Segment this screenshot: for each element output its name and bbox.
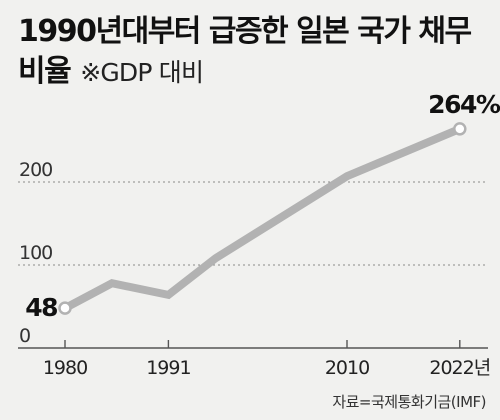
x-tick-label-2010: 2010	[325, 357, 369, 379]
x-tick-label-2022: 2022년	[429, 357, 490, 379]
y-tick-label-100: 100	[19, 242, 52, 264]
y-tick-label-0: 0	[19, 325, 30, 347]
data-label-2022: 264%	[428, 90, 500, 119]
source-note: 자료=국제통화기금(IMF)	[332, 393, 486, 411]
y-tick-label-200: 200	[19, 159, 52, 181]
x-tick-label-1980: 1980	[43, 357, 87, 379]
chart-title-line2: 비율	[18, 54, 72, 89]
chart-subtitle-note: ※GDP 대비	[80, 58, 204, 87]
axis-layer	[18, 340, 488, 349]
chart-title-line1: 1990년대부터 급증한 일본 국가 채무	[18, 14, 472, 49]
data-point-1980	[58, 301, 72, 315]
data-point-2022	[453, 122, 467, 136]
chart-title-block: 1990년대부터 급증한 일본 국가 채무 비율 ※GDP 대비	[18, 12, 488, 92]
chart-title-line2-row: 비율 ※GDP 대비	[18, 52, 488, 92]
series-layer	[58, 122, 467, 315]
label-layer: 0 100 200 1980 1991 2010 2022년 48 264%	[19, 90, 500, 379]
data-line	[63, 125, 462, 312]
data-label-1980: 48	[25, 293, 57, 322]
grid-layer	[18, 181, 488, 266]
x-tick-label-1991: 1991	[146, 357, 190, 379]
